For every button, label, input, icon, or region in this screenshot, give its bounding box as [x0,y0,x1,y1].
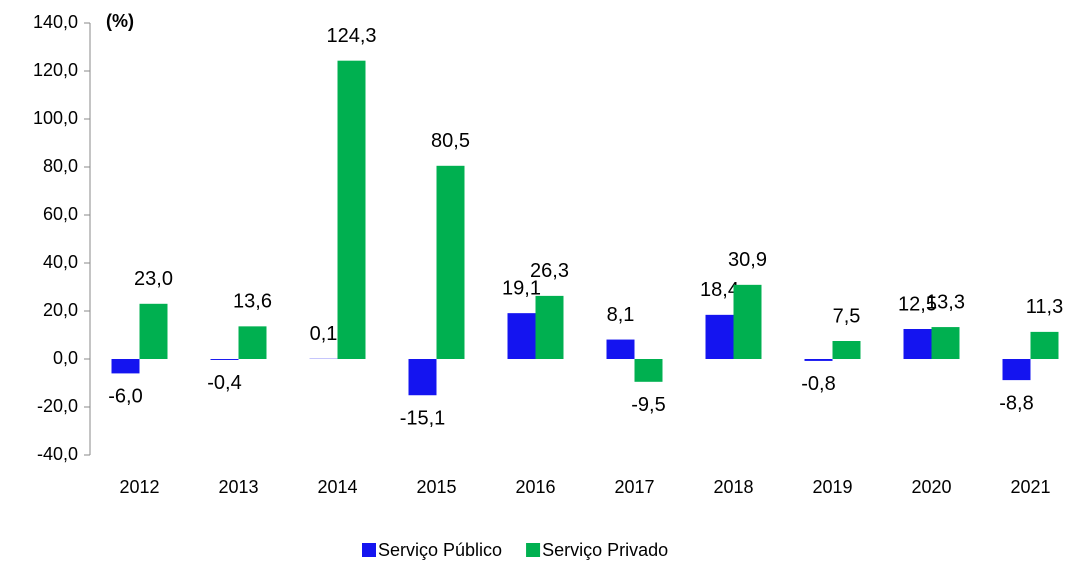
value-label: -8,8 [999,392,1033,414]
bar [931,327,960,359]
value-label: 18,4 [700,279,739,301]
legend-swatch [362,543,376,557]
value-label: -9,5 [631,394,665,416]
x-tick-label: 2014 [317,477,357,497]
x-tick-label: 2016 [515,477,555,497]
value-label: 11,3 [1026,296,1063,318]
x-tick-label: 2015 [416,477,456,497]
value-label: -6,0 [108,386,142,408]
value-label: -0,8 [801,373,835,395]
bar [1002,359,1031,381]
x-tick-label: 2019 [812,477,852,497]
bar [507,313,536,359]
y-axis-label: (%) [106,11,134,31]
value-label: 30,9 [728,249,767,271]
y-tick-label: 0,0 [53,348,78,368]
bar [111,359,140,374]
bar [634,359,663,382]
value-label: 8,1 [607,304,635,326]
value-label: 12,5 [898,293,937,315]
value-label: 0,1 [310,323,338,345]
y-tick-label: 60,0 [43,204,78,224]
legend-swatch [526,543,541,557]
x-tick-label: 2012 [119,477,159,497]
value-label: 26,3 [530,260,569,282]
value-label: 13,6 [233,291,272,313]
y-tick-label: 80,0 [43,156,78,176]
x-tick-label: 2018 [713,477,753,497]
value-label: 7,5 [833,305,861,327]
bar [535,295,564,359]
bar [705,314,734,359]
y-tick-label: -20,0 [37,396,78,416]
value-label: 80,5 [431,130,470,152]
bar [436,165,465,359]
y-tick-label: 100,0 [33,108,78,128]
y-tick-label: 120,0 [33,60,78,80]
legend-label: Serviço Público [378,540,502,560]
value-label: -0,4 [207,372,241,394]
y-tick-label: 140,0 [33,12,78,32]
x-tick-label: 2013 [218,477,258,497]
value-label: -15,1 [400,408,446,430]
bar [1030,331,1059,359]
x-tick-label: 2020 [911,477,951,497]
y-tick-label: 20,0 [43,300,78,320]
x-tick-label: 2021 [1010,477,1050,497]
bar [210,359,239,360]
value-label: 19,1 [502,277,541,299]
legend-label: Serviço Privado [542,540,668,560]
bar [832,341,861,359]
bar [139,303,168,359]
bar [903,329,932,359]
bar [337,60,366,360]
y-tick-label: -40,0 [37,444,78,464]
y-tick-label: 40,0 [43,252,78,272]
value-label: 23,0 [134,268,173,290]
bar [238,326,267,359]
bar [408,359,437,396]
bar [606,339,635,359]
bar [804,359,833,361]
bar [733,284,762,359]
value-label: 13,3 [926,291,965,313]
value-label: 124,3 [326,25,376,47]
x-tick-label: 2017 [614,477,654,497]
